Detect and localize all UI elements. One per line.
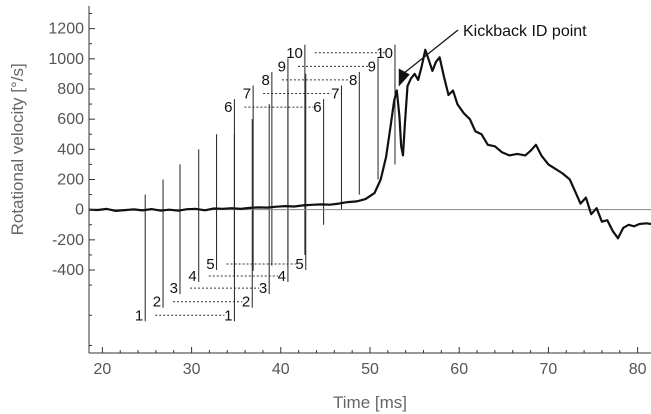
y-tick-label: 800 bbox=[57, 81, 84, 98]
y-tick-label: -200 bbox=[52, 232, 84, 249]
marker-number-right: 9 bbox=[368, 58, 376, 75]
y-tick-label: -400 bbox=[52, 262, 84, 279]
marker-number-left: 3 bbox=[170, 280, 178, 297]
marker-number-left: 4 bbox=[188, 268, 196, 285]
marker-number-right: 3 bbox=[259, 280, 267, 297]
annotation-leader-line bbox=[404, 29, 459, 73]
y-tick-label: 200 bbox=[57, 172, 84, 189]
marker-number-left: 5 bbox=[206, 256, 214, 273]
y-tick-label: 600 bbox=[57, 111, 84, 128]
marker-number-right: 1 bbox=[224, 307, 232, 324]
marker-number-right: 7 bbox=[331, 86, 339, 103]
annotation-label: Kickback ID point bbox=[463, 23, 587, 40]
marker-number-left: 2 bbox=[153, 294, 161, 311]
y-tick-label: 0 bbox=[75, 202, 84, 219]
marker-layer: 1 12 23 34 45 56 67 78 89 910 10 bbox=[135, 44, 396, 324]
y-axis-title: Rotational velocity [°/s] bbox=[8, 63, 27, 235]
marker-number-right: 5 bbox=[295, 256, 303, 273]
annotation-layer: Kickback ID point bbox=[398, 23, 587, 87]
marker-number-right: 2 bbox=[242, 294, 250, 311]
x-tick-label: 60 bbox=[450, 361, 468, 378]
marker-number-left: 1 bbox=[135, 307, 143, 324]
y-tick-label: 1200 bbox=[48, 21, 84, 38]
marker-number-left: 8 bbox=[262, 72, 270, 89]
marker-number-left: 7 bbox=[243, 86, 251, 103]
marker-number-left: 9 bbox=[278, 58, 286, 75]
axis-layer: -400 -200 0 200 400 600 800 1000 1200 20 30 40 50 60 7… bbox=[48, 6, 651, 378]
y-tick-label: 1000 bbox=[48, 51, 84, 68]
velocity-series-line bbox=[88, 48, 651, 240]
marker-number-right: 10 bbox=[376, 45, 393, 62]
x-tick-label: 50 bbox=[361, 361, 379, 378]
x-tick-label: 30 bbox=[183, 361, 201, 378]
marker-number-left: 10 bbox=[286, 45, 303, 62]
x-tick-label: 70 bbox=[540, 361, 558, 378]
marker-number-right: 6 bbox=[313, 99, 321, 116]
x-tick-label: 20 bbox=[93, 361, 111, 378]
y-tick-label: 400 bbox=[57, 141, 84, 158]
annotation-arrow-head bbox=[398, 68, 410, 87]
x-tick-label: 40 bbox=[272, 361, 290, 378]
x-tick-label: 80 bbox=[629, 361, 647, 378]
x-axis-title: Time [ms] bbox=[333, 393, 407, 412]
marker-number-right: 8 bbox=[349, 72, 357, 89]
marker-number-left: 6 bbox=[224, 99, 232, 116]
marker-number-right: 4 bbox=[278, 268, 286, 285]
